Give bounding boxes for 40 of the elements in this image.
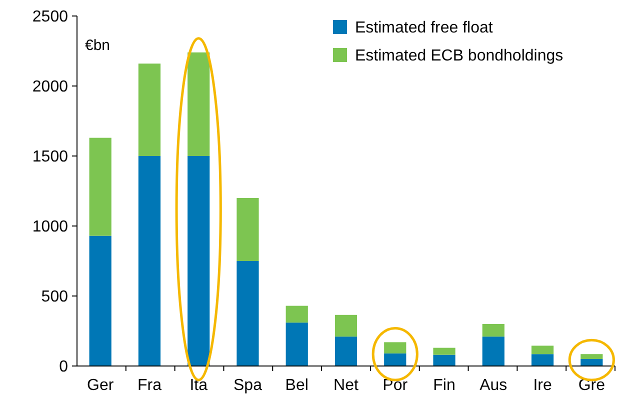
bar	[384, 353, 406, 366]
bar	[89, 138, 112, 236]
bar	[286, 322, 308, 366]
bar	[188, 52, 210, 156]
bar	[89, 236, 112, 366]
x-tick-label: Bel	[285, 377, 308, 394]
x-tick-label: Fra	[137, 377, 162, 394]
legend-label: Estimated ECB bondholdings	[355, 48, 564, 65]
y-tick-label: 500	[41, 288, 68, 306]
bar	[482, 324, 504, 337]
y-tick-label: 0	[59, 358, 68, 376]
bar	[286, 306, 308, 323]
bar	[138, 64, 161, 156]
y-tick-label: 1000	[32, 218, 68, 236]
bar	[188, 156, 210, 366]
bar	[384, 342, 406, 354]
y-tick-label: 2500	[32, 8, 68, 26]
bar	[138, 156, 161, 366]
bar	[531, 346, 554, 354]
bar	[433, 348, 456, 355]
x-tick-label: Ire	[533, 377, 552, 394]
bar	[531, 354, 554, 366]
bar	[482, 336, 504, 366]
bar	[334, 314, 358, 337]
x-tick-label: Net	[334, 377, 359, 394]
x-tick-label: Ger	[87, 377, 114, 394]
x-tick-label: Spa	[234, 377, 262, 394]
x-tick-label: Fin	[433, 377, 456, 394]
bar	[580, 354, 603, 359]
bar	[236, 261, 259, 366]
x-tick-label: Aus	[480, 377, 508, 394]
x-tick-label: Ita	[190, 377, 208, 394]
bar	[334, 336, 358, 366]
bar	[433, 354, 456, 366]
bar	[580, 359, 603, 366]
y-axis-title: €bn	[85, 37, 110, 54]
y-tick-label: 1500	[32, 148, 68, 166]
bar	[236, 198, 259, 261]
legend-label: Estimated free float	[355, 20, 494, 37]
y-tick-label: 2000	[32, 78, 68, 96]
